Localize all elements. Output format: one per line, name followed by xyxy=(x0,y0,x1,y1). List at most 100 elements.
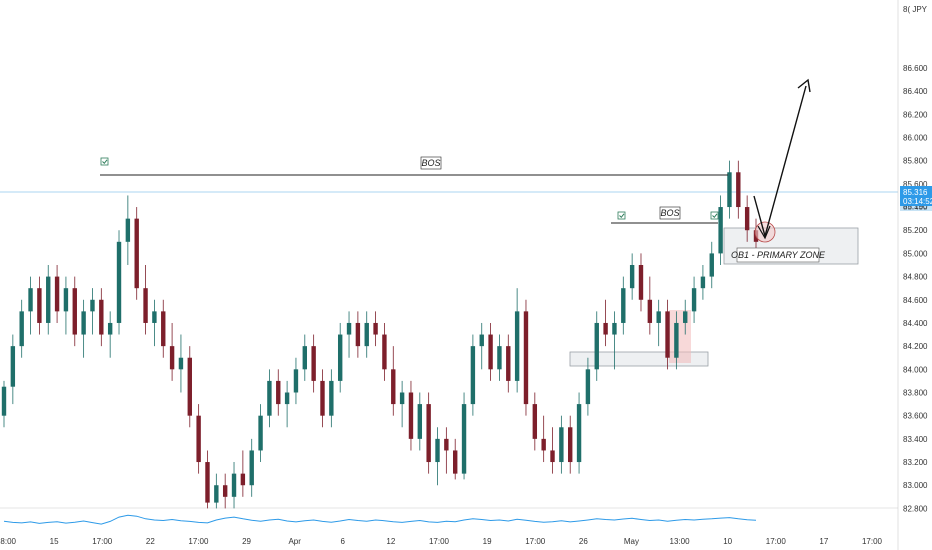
candle xyxy=(28,276,33,335)
candle xyxy=(638,253,644,312)
x-tick-label: 17:00 xyxy=(862,537,883,546)
candle xyxy=(90,288,95,335)
y-tick-label: 84.000 xyxy=(903,365,928,374)
candle xyxy=(231,462,237,509)
candle xyxy=(470,334,476,416)
candle xyxy=(99,288,104,347)
candle xyxy=(621,276,626,335)
candle xyxy=(532,392,538,451)
rsi-indicator xyxy=(3,514,757,525)
bos-high-label: BOS xyxy=(421,158,440,168)
check-icon xyxy=(100,157,109,166)
y-tick-label: 85.600 xyxy=(903,180,928,189)
candle xyxy=(568,415,573,474)
candle xyxy=(81,299,86,358)
y-tick-label: 86.600 xyxy=(903,64,928,73)
y-tick-label: 83.800 xyxy=(903,389,928,398)
candle xyxy=(744,195,750,242)
candle xyxy=(240,450,246,497)
candle xyxy=(116,230,122,335)
candle xyxy=(222,473,228,509)
price-axis[interactable]: 86.60086.40086.20086.00085.80085.60085.4… xyxy=(903,64,928,513)
candle xyxy=(125,195,131,265)
candle xyxy=(169,322,175,381)
candle xyxy=(594,311,599,381)
x-tick-label: 6 xyxy=(341,537,346,546)
current-price-badge xyxy=(900,186,932,206)
candle xyxy=(506,334,511,393)
candle xyxy=(311,334,316,393)
arrow-head-icon xyxy=(757,225,771,240)
x-tick-label: 13:00 xyxy=(670,537,691,546)
candle xyxy=(329,369,334,428)
x-tick-label: 15 xyxy=(50,537,59,546)
candle xyxy=(461,392,467,480)
y-tick-label: 83.000 xyxy=(903,481,928,490)
candle xyxy=(426,392,431,474)
candle xyxy=(267,369,272,428)
candle xyxy=(382,322,387,381)
y-tick-label: 84.600 xyxy=(903,296,928,305)
x-tick-label: 10 xyxy=(723,537,732,546)
candles xyxy=(1,160,759,509)
candle xyxy=(249,438,254,497)
candle xyxy=(514,288,520,393)
y-tick-label: 84.800 xyxy=(903,273,928,282)
candle xyxy=(488,322,493,381)
x-tick-label: 19 xyxy=(483,537,492,546)
rsi-line xyxy=(3,514,757,525)
time-axis[interactable]: 18:00 15 17:00 22 17:00 29 Apr 6 12 17:00 19 17:00 2… xyxy=(0,537,883,546)
y-tick-label: 85.800 xyxy=(903,157,928,166)
x-tick-label: 18:00 xyxy=(0,537,17,546)
candle xyxy=(187,346,192,428)
price-hidden-label: 85.190 xyxy=(903,202,928,211)
candle xyxy=(612,311,617,370)
candle xyxy=(54,265,60,323)
candle xyxy=(700,265,706,300)
candle xyxy=(161,299,166,358)
candle xyxy=(72,276,77,347)
candle xyxy=(19,299,24,358)
y-tick-label: 86.000 xyxy=(903,134,928,143)
y-tick-label: 86.200 xyxy=(903,110,928,119)
y-tick-label: 84.200 xyxy=(903,342,928,351)
x-tick-label: 17:00 xyxy=(525,537,546,546)
check-icon xyxy=(617,211,626,220)
candle xyxy=(293,357,299,405)
ob1-label-box xyxy=(736,247,820,263)
bos-low-label: BOS xyxy=(660,208,679,218)
candle xyxy=(399,380,405,428)
candle xyxy=(550,427,555,474)
y-tick-label: 85.200 xyxy=(903,226,928,235)
candle xyxy=(479,322,484,370)
candle xyxy=(302,334,307,381)
candle xyxy=(541,415,546,463)
y-tick-label: 83.400 xyxy=(903,435,928,444)
y-tick-label: 84.400 xyxy=(903,319,928,328)
candle xyxy=(143,265,148,335)
candle xyxy=(152,299,157,347)
candle xyxy=(178,334,184,393)
candle xyxy=(656,299,661,347)
symbol-label: 8( JPY xyxy=(903,5,928,14)
candle xyxy=(603,299,608,347)
candle xyxy=(258,404,263,463)
y-tick-label: 83.200 xyxy=(903,458,928,467)
candle xyxy=(408,380,414,451)
x-tick-label: 17:00 xyxy=(766,537,787,546)
y-tick-label: 83.600 xyxy=(903,412,928,421)
candle xyxy=(284,380,290,428)
candle xyxy=(196,404,201,474)
candle xyxy=(674,311,679,370)
candle xyxy=(355,311,361,358)
y-tick-label: 82.800 xyxy=(903,504,928,513)
candle xyxy=(453,438,458,480)
arrow-head-icon xyxy=(797,78,811,93)
bos-low-label-box xyxy=(659,206,681,220)
candle xyxy=(497,334,502,381)
candle xyxy=(691,276,697,323)
current-price-label: 85.316 xyxy=(903,188,928,197)
candle xyxy=(709,241,714,289)
candle xyxy=(576,392,582,474)
